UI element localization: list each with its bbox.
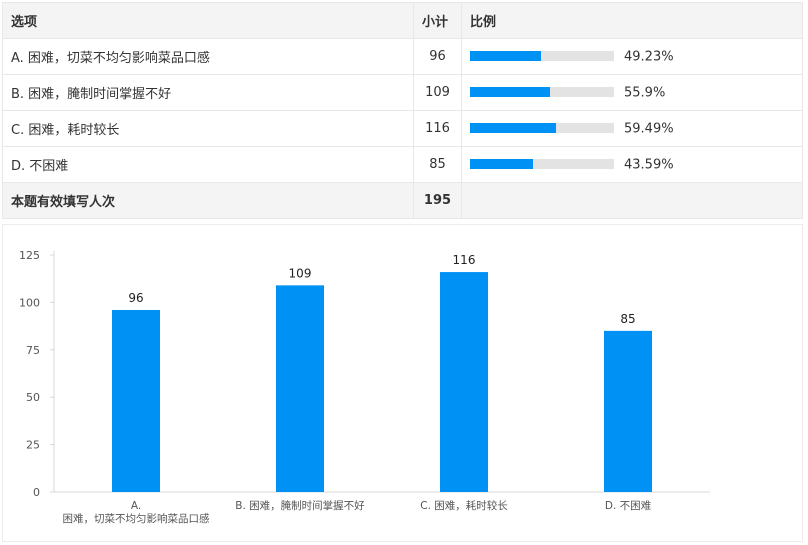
table-header-row: 选项 小计 比例 xyxy=(2,2,803,39)
x-tick-label: 困难，切菜不均匀影响菜品口感 xyxy=(63,512,210,525)
option-count: 116 xyxy=(413,110,462,147)
data-label: 116 xyxy=(453,253,476,267)
bar xyxy=(112,309,160,492)
table-row: B. 困难，腌制时间掌握不好 109 55.9% xyxy=(2,74,803,111)
progress-fill xyxy=(470,123,556,133)
progress-track xyxy=(470,123,614,133)
ratio-cell: 43.59% xyxy=(461,146,803,183)
y-tick-label: 125 xyxy=(19,249,40,262)
option-label: B. 困难，腌制时间掌握不好 xyxy=(2,74,414,111)
y-tick-label: 100 xyxy=(19,296,40,309)
percent-label: 59.49% xyxy=(624,121,674,136)
total-label: 本题有效填写人次 xyxy=(2,182,414,219)
x-tick-label: B. 困难，腌制时间掌握不好 xyxy=(235,499,365,512)
x-tick-label: C. 困难，耗时较长 xyxy=(420,499,508,512)
y-tick-label: 50 xyxy=(26,391,40,404)
y-tick-label: 25 xyxy=(26,439,40,452)
option-count: 96 xyxy=(413,38,462,75)
progress-fill xyxy=(470,51,541,61)
progress-fill xyxy=(470,159,533,169)
option-label: D. 不困难 xyxy=(2,146,414,183)
ratio-cell: 59.49% xyxy=(461,110,803,147)
y-tick-label: 75 xyxy=(26,344,40,357)
data-label: 109 xyxy=(289,266,312,280)
bar xyxy=(276,285,324,492)
progress-track xyxy=(470,159,614,169)
option-count: 85 xyxy=(413,146,462,183)
total-count: 195 xyxy=(413,182,462,219)
option-label: C. 困难，耗时较长 xyxy=(2,110,414,147)
option-label: A. 困难，切菜不均匀影响菜品口感 xyxy=(2,38,414,75)
option-count: 109 xyxy=(413,74,462,111)
progress-fill xyxy=(470,87,551,97)
percent-label: 55.9% xyxy=(624,85,666,100)
ratio-cell: 49.23% xyxy=(461,38,803,75)
bar-chart-panel: 0 25 50 75 100 125 96 A. 困难，切菜不均匀影响菜品口感 109 B. 困难，… xyxy=(2,224,803,542)
bar xyxy=(440,272,488,492)
data-label: 85 xyxy=(620,312,635,326)
data-label: 96 xyxy=(128,291,143,305)
total-row: 本题有效填写人次 195 xyxy=(2,182,803,219)
progress-track xyxy=(470,51,614,61)
table-row: C. 困难，耗时较长 116 59.49% xyxy=(2,110,803,147)
ratio-cell: 55.9% xyxy=(461,74,803,111)
percent-label: 49.23% xyxy=(624,49,674,64)
table-row: D. 不困难 85 43.59% xyxy=(2,146,803,183)
y-tick-label: 0 xyxy=(33,486,40,499)
header-count: 小计 xyxy=(413,2,462,39)
percent-label: 43.59% xyxy=(624,157,674,172)
bar-chart: 0 25 50 75 100 125 96 A.困难，切菜不均匀影响菜品口感 109 B. 困难，… xyxy=(19,249,710,525)
bar xyxy=(604,330,652,492)
header-ratio: 比例 xyxy=(461,2,803,39)
total-empty-cell xyxy=(461,182,803,219)
results-table: 选项 小计 比例 A. 困难，切菜不均匀影响菜品口感 96 49.23% B. … xyxy=(2,2,803,219)
table-row: A. 困难，切菜不均匀影响菜品口感 96 49.23% xyxy=(2,38,803,75)
header-option: 选项 xyxy=(2,2,414,39)
x-tick-label: A. xyxy=(131,500,141,512)
x-tick-label: D. 不困难 xyxy=(605,500,652,512)
progress-track xyxy=(470,87,614,97)
